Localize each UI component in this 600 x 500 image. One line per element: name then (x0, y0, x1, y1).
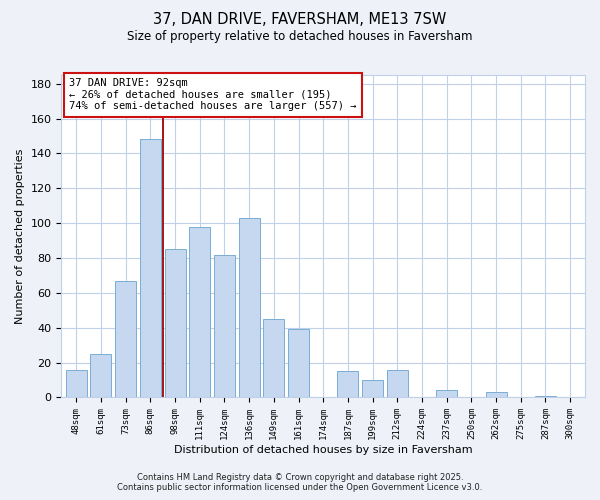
Text: Size of property relative to detached houses in Faversham: Size of property relative to detached ho… (127, 30, 473, 43)
Bar (288, 330, 309, 398)
Bar (485, 392, 506, 398)
Bar (164, 250, 185, 398)
Bar (189, 226, 210, 398)
Y-axis label: Number of detached properties: Number of detached properties (15, 148, 25, 324)
Bar (239, 218, 260, 398)
Text: Contains HM Land Registry data © Crown copyright and database right 2025.
Contai: Contains HM Land Registry data © Crown c… (118, 473, 482, 492)
Bar (337, 372, 358, 398)
Bar (535, 396, 556, 398)
Bar (214, 254, 235, 398)
Text: 37, DAN DRIVE, FAVERSHAM, ME13 7SW: 37, DAN DRIVE, FAVERSHAM, ME13 7SW (154, 12, 446, 28)
X-axis label: Distribution of detached houses by size in Faversham: Distribution of detached houses by size … (174, 445, 473, 455)
Bar (263, 319, 284, 398)
Bar (140, 140, 161, 398)
Bar (115, 280, 136, 398)
Bar (387, 370, 408, 398)
Bar (436, 390, 457, 398)
Bar (91, 354, 112, 398)
Bar (362, 380, 383, 398)
Bar (66, 370, 87, 398)
Text: 37 DAN DRIVE: 92sqm
← 26% of detached houses are smaller (195)
74% of semi-detac: 37 DAN DRIVE: 92sqm ← 26% of detached ho… (69, 78, 357, 112)
